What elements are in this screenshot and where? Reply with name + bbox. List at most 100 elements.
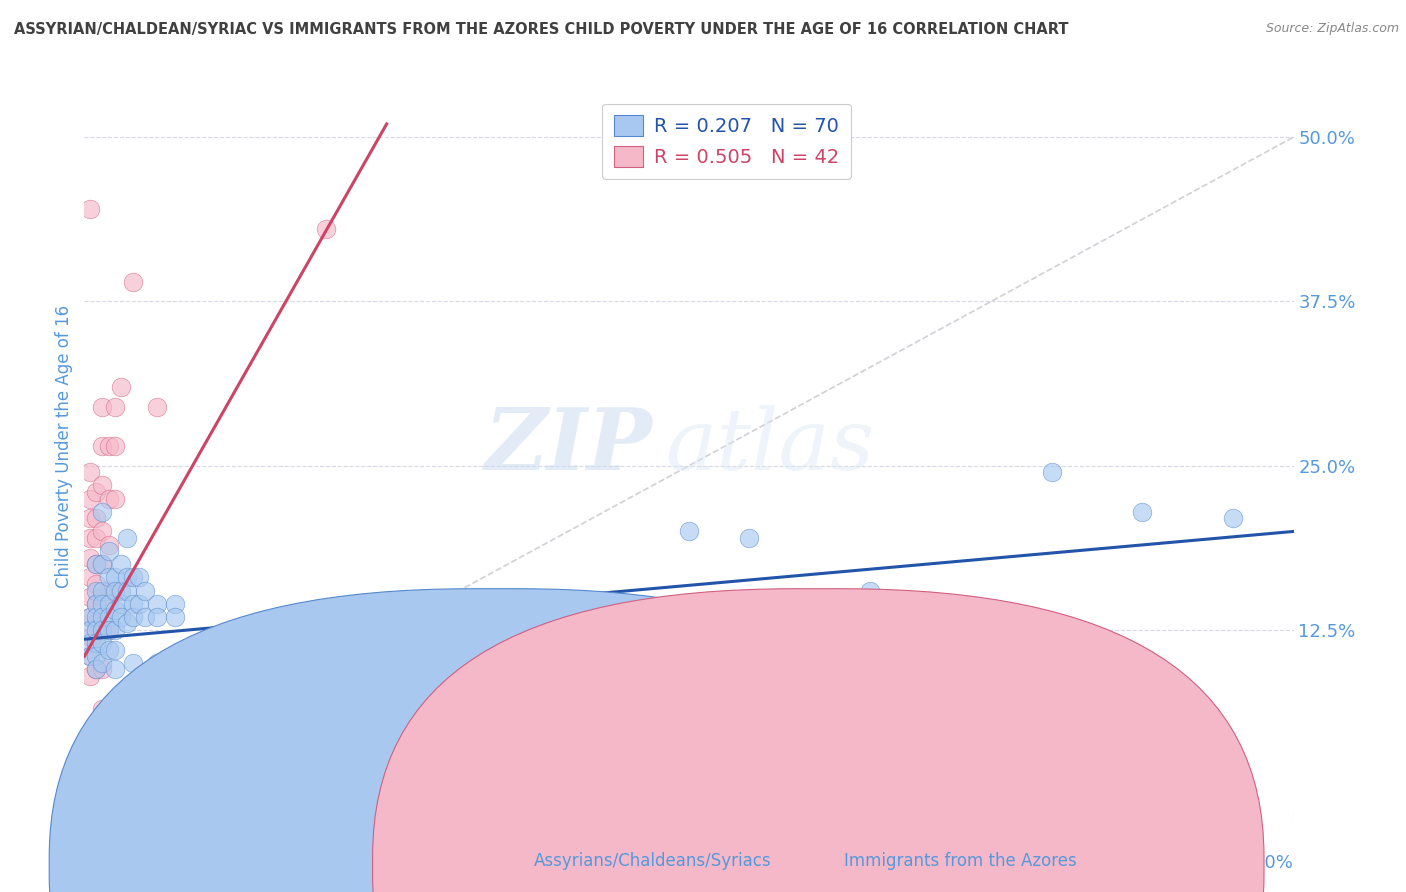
- Point: [91, 524, 114, 539]
- Point: [617, 702, 640, 716]
- Text: 0.0%: 0.0%: [84, 854, 129, 871]
- Point: [97, 544, 120, 558]
- Point: [91, 623, 114, 637]
- Point: [121, 570, 143, 584]
- Point: [91, 597, 114, 611]
- Point: [86, 511, 108, 525]
- Point: [225, 714, 247, 729]
- Point: [97, 597, 120, 611]
- Point: [79, 570, 101, 584]
- Point: [91, 558, 114, 572]
- Point: [79, 630, 101, 644]
- Point: [104, 603, 127, 617]
- Point: [128, 682, 150, 697]
- Point: [165, 610, 187, 624]
- Point: [97, 538, 120, 552]
- Point: [79, 636, 101, 650]
- Point: [110, 380, 132, 394]
- Point: [91, 663, 114, 677]
- Point: [678, 524, 700, 539]
- Point: [79, 202, 101, 217]
- Point: [86, 636, 108, 650]
- Point: [254, 689, 277, 703]
- Point: [181, 689, 204, 703]
- Point: [97, 623, 120, 637]
- FancyBboxPatch shape: [49, 589, 941, 892]
- Text: Source: ZipAtlas.com: Source: ZipAtlas.com: [1265, 22, 1399, 36]
- Point: [1040, 465, 1063, 479]
- Point: [86, 636, 108, 650]
- Y-axis label: Child Poverty Under the Age of 16: Child Poverty Under the Age of 16: [55, 304, 73, 588]
- Point: [79, 491, 101, 506]
- Point: [104, 663, 127, 677]
- Point: [97, 439, 120, 453]
- Point: [110, 610, 132, 624]
- Point: [86, 616, 108, 631]
- Point: [146, 610, 169, 624]
- Point: [134, 610, 156, 624]
- Text: 20.0%: 20.0%: [1237, 854, 1294, 871]
- Point: [79, 465, 101, 479]
- Point: [79, 669, 101, 683]
- Point: [121, 610, 143, 624]
- Point: [91, 590, 114, 604]
- Point: [128, 597, 150, 611]
- Point: [121, 656, 143, 670]
- Point: [1130, 505, 1153, 519]
- Point: [104, 439, 127, 453]
- Point: [86, 610, 108, 624]
- Point: [104, 623, 127, 637]
- Point: [91, 558, 114, 572]
- Point: [79, 649, 101, 664]
- Point: [134, 583, 156, 598]
- Point: [165, 597, 187, 611]
- Point: [91, 439, 114, 453]
- Point: [146, 656, 169, 670]
- Point: [375, 675, 398, 690]
- Point: [115, 616, 138, 631]
- Point: [194, 689, 217, 703]
- Point: [86, 597, 108, 611]
- Point: [91, 478, 114, 492]
- Point: [97, 583, 120, 598]
- Point: [86, 649, 108, 664]
- Point: [1222, 511, 1244, 525]
- Point: [79, 590, 101, 604]
- Point: [91, 623, 114, 637]
- Point: [79, 531, 101, 545]
- Point: [121, 597, 143, 611]
- Point: [128, 735, 150, 749]
- Point: [79, 511, 101, 525]
- Point: [79, 649, 101, 664]
- Point: [86, 531, 108, 545]
- Point: [86, 577, 108, 591]
- Point: [86, 663, 108, 677]
- Point: [104, 570, 127, 584]
- Point: [115, 583, 138, 598]
- Point: [104, 642, 127, 657]
- Point: [86, 597, 108, 611]
- Point: [110, 597, 132, 611]
- Point: [97, 623, 120, 637]
- Point: [527, 675, 550, 690]
- Text: atlas: atlas: [665, 405, 875, 487]
- Point: [91, 583, 114, 598]
- Point: [86, 583, 108, 598]
- Point: [86, 558, 108, 572]
- Point: [86, 558, 108, 572]
- Point: [86, 663, 108, 677]
- Point: [91, 656, 114, 670]
- Point: [97, 570, 120, 584]
- Point: [859, 583, 882, 598]
- Point: [134, 675, 156, 690]
- Point: [104, 491, 127, 506]
- FancyBboxPatch shape: [373, 589, 1264, 892]
- Point: [110, 558, 132, 572]
- Point: [738, 531, 761, 545]
- Point: [97, 491, 120, 506]
- Point: [110, 583, 132, 598]
- Text: ZIP: ZIP: [485, 404, 652, 488]
- Point: [97, 642, 120, 657]
- Point: [104, 583, 127, 598]
- Point: [91, 702, 114, 716]
